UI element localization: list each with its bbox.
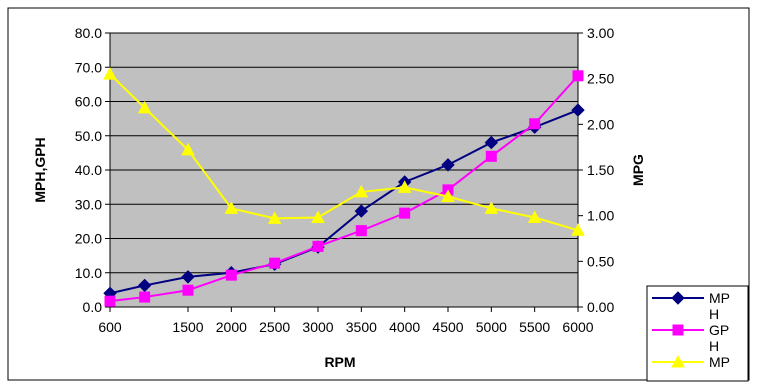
gph-data-point — [312, 240, 324, 252]
mpg-data-point — [311, 210, 325, 223]
right-y-tick-label: 2.50 — [587, 71, 614, 87]
left-y-tick-label: 70.0 — [75, 59, 102, 75]
x-tick-label: 2000 — [216, 319, 247, 335]
x-tick-label: 3000 — [302, 319, 333, 335]
legend-box — [646, 285, 749, 382]
legend-mph-label: MP — [709, 290, 730, 306]
mpg-data-point — [527, 210, 542, 223]
legend-mph-swatch-marker — [671, 291, 685, 305]
left-y-tick-label: 10.0 — [75, 265, 102, 281]
right-y-tick-label: 0.00 — [587, 299, 614, 315]
left-y-tick-label: 60.0 — [75, 94, 102, 110]
mpg-data-point — [441, 189, 455, 202]
x-tick-label: 5000 — [476, 319, 507, 335]
right-y-tick-label: 3.00 — [587, 25, 614, 41]
mph-data-point — [571, 103, 585, 117]
mph-series-line — [109, 109, 579, 295]
mph-data-point — [354, 204, 369, 218]
legend-mpg-label: MP — [709, 354, 730, 370]
left-y-tick-label: 30.0 — [75, 196, 102, 212]
series-group — [103, 67, 585, 307]
left-y-tick-label: 80.0 — [75, 25, 102, 41]
left-y-tick-label: 40.0 — [75, 162, 102, 178]
right-y-tick-label: 0.50 — [587, 253, 614, 269]
mph-data-point — [484, 135, 499, 150]
x-tick-label: 4000 — [389, 319, 420, 335]
mph-data-point — [181, 270, 195, 284]
mpg-series-line — [109, 73, 579, 232]
mph-data-point — [137, 278, 152, 293]
left-y-tick-label: 50.0 — [75, 128, 102, 144]
gridlines — [110, 32, 578, 274]
x-tick-label: 1500 — [172, 319, 203, 335]
right-y-tick-label: 1.00 — [587, 208, 614, 224]
mpg-data-point — [397, 180, 412, 193]
gph-data-point — [399, 207, 411, 219]
mpg-data-point — [181, 142, 195, 156]
legend-gph-label: GP — [709, 322, 729, 338]
x-tick-label: 5500 — [519, 319, 550, 335]
mpg-data-point — [571, 223, 585, 236]
gph-data-point — [529, 118, 541, 130]
gph-data-point — [572, 70, 584, 82]
mpg-data-point — [484, 201, 499, 214]
mpg-data-point — [137, 100, 152, 114]
left-y-axis-title: MPH,GPH — [32, 137, 48, 202]
gph-data-point — [269, 257, 281, 269]
mpg-data-point — [224, 201, 239, 214]
axes: 0.0 10.0 20.0 30.0 40.0 50.0 60.0 70.0 80.0 0.00 0… — [75, 25, 615, 335]
gph-series-line — [109, 75, 579, 303]
right-y-axis-title: MPG — [630, 154, 646, 186]
gph-data-point — [225, 269, 237, 281]
right-y-tick-label: 1.50 — [587, 162, 614, 178]
left-y-tick-label: 0.0 — [83, 299, 103, 315]
gph-data-point — [104, 295, 116, 307]
x-axis-title: RPM — [324, 354, 355, 370]
gph-data-point — [485, 150, 497, 162]
x-tick-label: 3500 — [346, 319, 377, 335]
x-tick-label: 2500 — [259, 319, 290, 335]
legend-mpg-swatch-marker — [671, 354, 685, 368]
gph-data-point — [355, 225, 367, 237]
x-tick-label: 6000 — [562, 319, 593, 335]
gph-data-point — [139, 291, 151, 303]
mpg-data-point — [354, 184, 369, 198]
legend-gph-label: H — [709, 338, 719, 354]
mpg-data-point — [103, 67, 117, 80]
x-tick-label: 600 — [98, 319, 122, 335]
gph-data-point — [182, 284, 194, 296]
x-tick-label: 4500 — [432, 319, 463, 335]
right-y-tick-label: 2.00 — [587, 116, 614, 132]
left-y-tick-label: 20.0 — [75, 231, 102, 247]
legend-gph-swatch-marker — [672, 324, 684, 336]
mpg-data-point — [267, 211, 282, 224]
mph-data-point — [441, 158, 455, 172]
legend-mph-label: H — [709, 306, 719, 322]
